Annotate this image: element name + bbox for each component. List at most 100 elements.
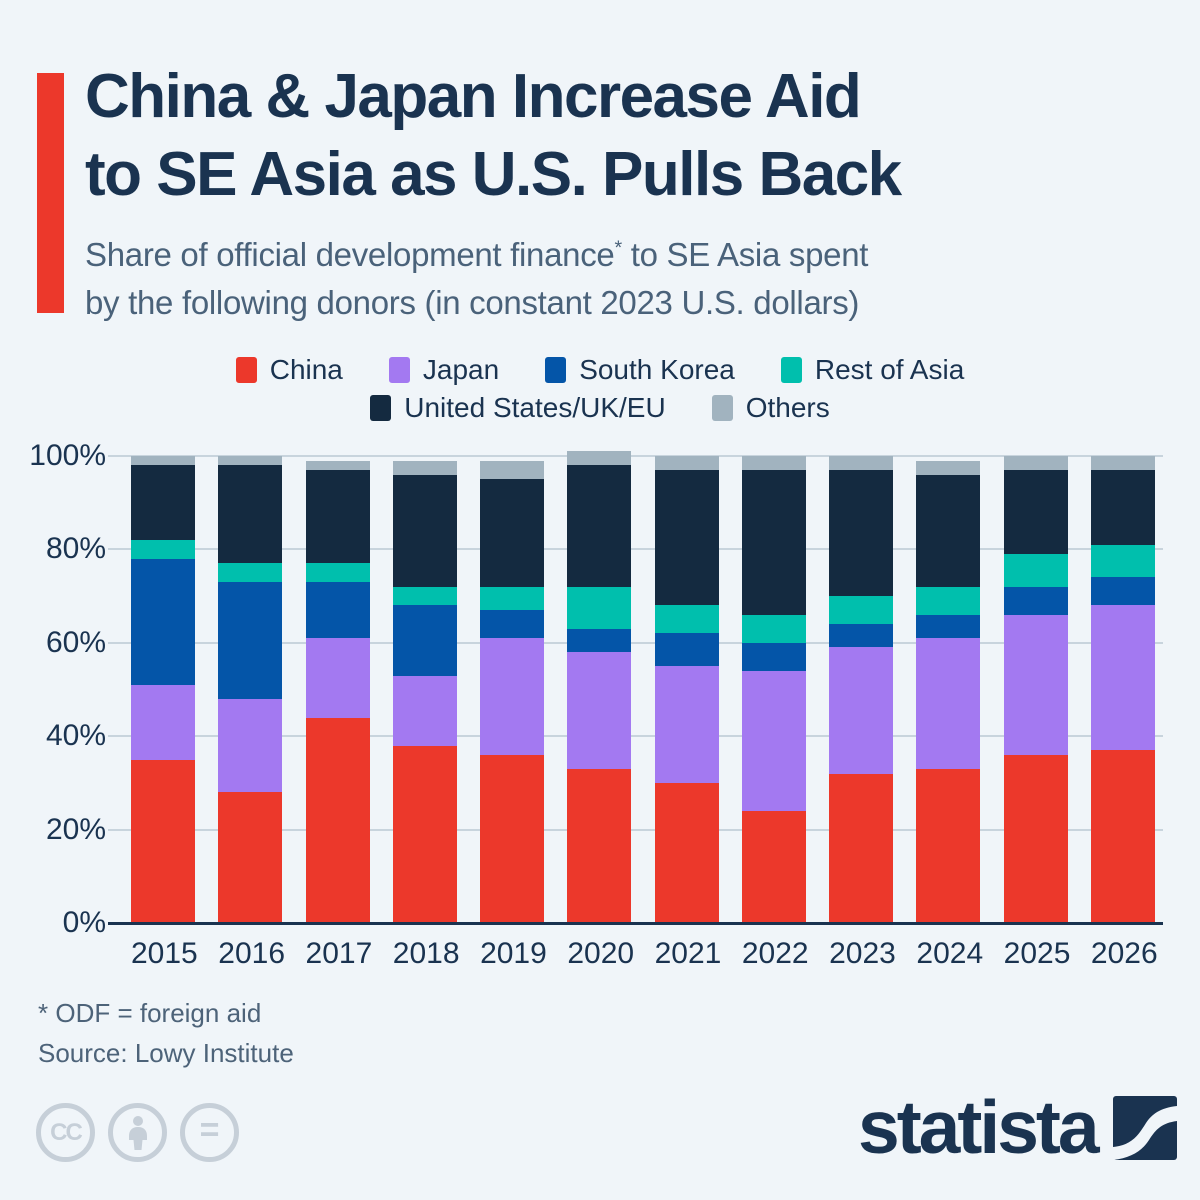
bar-2015	[131, 456, 195, 923]
segment-2021-japan	[654, 666, 719, 783]
segment-2018-united-states-uk-eu	[392, 474, 457, 587]
bar-2025	[1003, 456, 1068, 923]
legend-label-united-states-uk-eu: United States/UK/EU	[404, 392, 666, 423]
bar-2022	[741, 456, 806, 923]
legend-swatch-south-korea	[545, 357, 567, 383]
segment-2019-south-korea	[480, 610, 545, 639]
segment-2017-south-korea	[305, 582, 370, 639]
x-tick-label-2017: 2017	[305, 937, 373, 970]
segment-2020-united-states-uk-eu	[567, 465, 632, 587]
bar-2017	[305, 460, 370, 923]
segment-2016-japan	[218, 698, 283, 793]
x-tick-label-2019: 2019	[480, 937, 547, 970]
segment-2022-china	[741, 810, 806, 923]
y-tick-label-60: 60%	[45, 625, 106, 659]
x-axis-line	[108, 921, 1163, 925]
legend-label-others: Others	[745, 392, 830, 423]
segment-2018-south-korea	[392, 605, 457, 676]
gridline-60	[120, 641, 1163, 644]
segment-2026-others	[1090, 456, 1155, 471]
stacked-bar-chart: 0% 20% 40% 60% 80% 100% 2015 2016 2017 2018 2019 2…	[0, 440, 1200, 1016]
segment-2018-others	[392, 460, 457, 475]
bar-2018	[392, 460, 457, 923]
gridline-20	[120, 828, 1163, 831]
x-tick-label-2022: 2022	[741, 937, 809, 970]
segment-2021-rest-of-asia	[654, 605, 719, 634]
y-axis: 0% 20% 40% 60% 80% 100%	[0, 440, 106, 939]
chart-legend: China Japan South Korea Rest of Asia United …	[0, 354, 1200, 424]
source-line: Source: Lowy Institute	[38, 1038, 294, 1068]
segment-2021-others	[654, 456, 719, 471]
page-title: China & Japan Increase Aid to SE Asia as…	[85, 58, 902, 214]
segment-2023-rest-of-asia	[829, 596, 894, 625]
title-line-1: China & Japan Increase Aid	[85, 62, 862, 131]
x-tick-label-2016: 2016	[218, 937, 286, 970]
segment-2025-japan	[1003, 614, 1068, 755]
segment-2022-others	[741, 456, 806, 471]
y-tick-label-0: 0%	[62, 906, 106, 939]
legend-item-japan: Japan	[388, 354, 499, 386]
gridline-80	[120, 548, 1163, 551]
subtitle-text-cont: to SE Asia spent	[621, 236, 869, 273]
segment-2025-rest-of-asia	[1003, 554, 1068, 587]
footnote: * ODF = foreign aid	[38, 998, 262, 1028]
attribution-person-icon[interactable]	[108, 1103, 167, 1162]
segment-2024-japan	[916, 638, 981, 769]
equals-icon[interactable]: =	[180, 1103, 239, 1162]
segment-2015-south-korea	[131, 558, 195, 685]
x-tick-label-2024: 2024	[916, 937, 984, 970]
segment-2016-others	[218, 456, 283, 466]
bar-2026	[1090, 456, 1155, 923]
license-icons: CC =	[36, 1103, 239, 1162]
legend-row-2: United States/UK/EU Others	[370, 392, 830, 424]
segment-2026-united-states-uk-eu	[1090, 470, 1155, 545]
segment-2025-china	[1003, 754, 1068, 923]
bar-2021	[654, 456, 719, 923]
segment-2016-united-states-uk-eu	[218, 465, 283, 564]
bar-2024	[916, 460, 981, 923]
segment-2024-others	[916, 460, 981, 475]
cc-icon-label: CC	[50, 1118, 83, 1146]
legend-swatch-japan	[388, 357, 410, 383]
y-tick-label-40: 40%	[45, 719, 106, 753]
statista-logo-mark	[1112, 1095, 1177, 1160]
tick-20	[108, 828, 120, 831]
segment-2024-united-states-uk-eu	[916, 474, 981, 587]
statista-logo[interactable]: statista	[858, 1090, 1177, 1165]
cc-icon[interactable]: CC	[36, 1103, 95, 1162]
segment-2019-united-states-uk-eu	[480, 479, 545, 587]
x-tick-label-2026: 2026	[1090, 937, 1158, 970]
legend-item-south-korea: South Korea	[545, 354, 735, 386]
x-tick-label-2020: 2020	[567, 937, 635, 970]
segment-2019-china	[480, 754, 545, 923]
segment-2023-china	[829, 773, 894, 923]
legend-swatch-china	[235, 357, 257, 383]
segment-2019-rest-of-asia	[480, 586, 545, 611]
segment-2020-south-korea	[567, 628, 632, 653]
segment-2021-united-states-uk-eu	[654, 470, 719, 606]
segment-2025-others	[1003, 456, 1068, 471]
segment-2023-united-states-uk-eu	[829, 470, 894, 597]
title-accent-bar	[37, 73, 64, 313]
segment-2015-china	[131, 759, 195, 923]
segment-2015-others	[131, 456, 195, 466]
tick-60	[108, 641, 120, 644]
legend-swatch-others	[711, 395, 733, 421]
gridline-100	[120, 455, 1163, 457]
plot-area: 2015 2016 2017 2018 2019 2020 2021 2022 2023 2024…	[108, 451, 1163, 970]
segment-2026-rest-of-asia	[1090, 544, 1155, 578]
segment-2022-japan	[741, 670, 806, 811]
segment-2017-others	[305, 460, 370, 471]
segment-2018-japan	[392, 675, 457, 746]
segment-2015-rest-of-asia	[131, 540, 195, 559]
segment-2020-others	[567, 451, 632, 466]
legend-row-1: China Japan South Korea Rest of Asia	[235, 354, 964, 386]
equals-icon-label: =	[199, 1111, 220, 1149]
segment-2016-china	[218, 792, 283, 923]
gridline-40	[120, 735, 1163, 738]
segment-2019-japan	[480, 638, 545, 755]
segment-2021-china	[654, 782, 719, 923]
segment-2020-rest-of-asia	[567, 586, 632, 629]
legend-item-united-states-uk-eu: United States/UK/EU	[370, 392, 666, 424]
bar-2020	[567, 451, 632, 923]
